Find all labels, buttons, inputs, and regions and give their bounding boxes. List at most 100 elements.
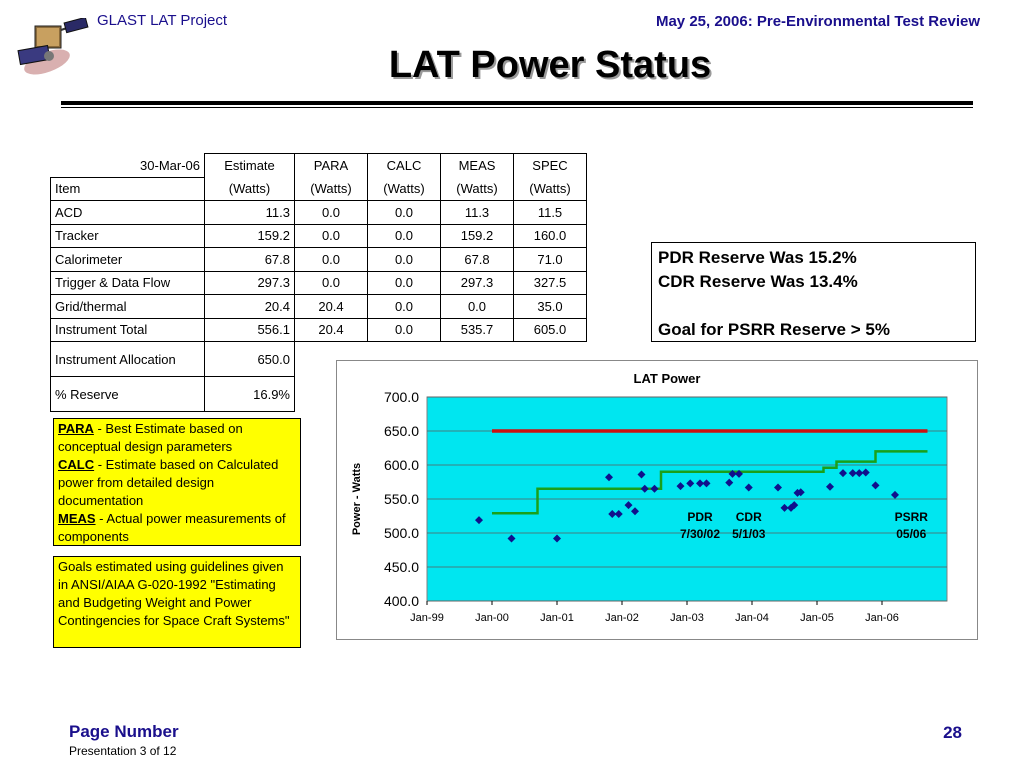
x-tick-label: Jan-01 (540, 612, 574, 624)
y-tick-label: 650.0 (384, 423, 419, 439)
meas-definition: - Actual power measurements of component… (58, 511, 286, 544)
row-item: Grid/thermal (50, 294, 205, 319)
y-tick-label: 450.0 (384, 559, 419, 575)
measurement-point (839, 469, 847, 478)
x-tick-label: Jan-05 (800, 612, 834, 624)
table-row: Grid/thermal 20.4 20.4 0.0 0.0 35.0 (50, 294, 587, 319)
table-row: Calorimeter 67.8 0.0 0.0 67.8 71.0 (50, 247, 587, 272)
measurement-point (686, 479, 695, 488)
row-meas: 11.3 (440, 200, 514, 225)
row-estimate: 11.3 (204, 200, 295, 225)
row-para: 0.0 (294, 224, 368, 248)
measurement-point (735, 469, 743, 478)
table-row-allocation: Instrument Allocation 650.0 (50, 341, 587, 377)
measurement-point (696, 479, 704, 488)
milestone-date: 7/30/02 (680, 527, 720, 541)
presentation-count: Presentation 3 of 12 (69, 744, 177, 758)
row-spec: 35.0 (513, 294, 587, 319)
measurement-point (744, 483, 753, 492)
y-tick-label: 400.0 (384, 593, 419, 609)
lat-power-chart: LAT Power 700.0 650.0 600.0 550.0 500.0 450.0 4… (336, 360, 978, 640)
guidelines-note: Goals estimated using guidelines given i… (53, 556, 301, 648)
table-row: ACD 11.3 0.0 0.0 11.3 11.5 (50, 200, 587, 225)
row-para: 0.0 (294, 247, 368, 272)
x-tick-label: Jan-04 (735, 612, 769, 624)
measurement-point (780, 503, 789, 512)
x-tick-label: Jan-99 (410, 612, 444, 624)
measurement-point (475, 516, 483, 525)
table-header-row: Item (Watts) (Watts) (Watts) (Watts) (Wa… (50, 176, 587, 201)
measurement-point (650, 484, 659, 493)
col-header-unit: (Watts) (440, 177, 514, 201)
row-estimate: 67.8 (204, 247, 295, 272)
allocation-value: 650.0 (204, 341, 295, 377)
row-item: Instrument Total (50, 318, 205, 342)
row-item: Trigger & Data Flow (50, 271, 205, 295)
col-header-top: SPEC (513, 153, 587, 177)
page-title: LAT Power Status (388, 44, 712, 86)
measurement-point (848, 469, 857, 478)
y-axis-label: Power - Watts (351, 463, 363, 535)
row-spec: 160.0 (513, 224, 587, 248)
row-meas: 535.7 (440, 318, 514, 342)
project-name: GLAST LAT Project (97, 12, 228, 29)
row-calc: 0.0 (367, 200, 441, 225)
milestone-label: CDR (736, 510, 762, 524)
measurement-point (796, 488, 805, 497)
measurement-point (605, 473, 613, 482)
meas-term: MEAS (58, 511, 96, 526)
event-date: May 25, 2006: Pre-Environmental Test Rev… (655, 13, 980, 30)
milestone-date: 5/1/03 (732, 527, 766, 541)
row-meas: 67.8 (440, 247, 514, 272)
measurement-point (614, 509, 623, 518)
measurement-point (728, 469, 737, 478)
row-item: Tracker (50, 224, 205, 248)
y-tick-label: 550.0 (384, 491, 419, 507)
table-row-reserve: % Reserve 16.9% (50, 376, 587, 412)
x-tick-label: Jan-06 (865, 612, 899, 624)
row-spec: 327.5 (513, 271, 587, 295)
row-calc: 0.0 (367, 294, 441, 319)
col-header-unit: (Watts) (513, 177, 587, 201)
row-item: ACD (50, 200, 205, 225)
y-tick-label: 500.0 (384, 525, 419, 541)
measurement-point (507, 534, 516, 543)
milestone-label: PSRR (895, 510, 929, 524)
measurement-point (640, 484, 649, 493)
col-header-top: CALC (367, 153, 441, 177)
reserve-value: 16.9% (204, 376, 295, 412)
y-tick-label: 700.0 (384, 389, 419, 405)
measurement-point (891, 490, 899, 499)
measurement-point (631, 507, 639, 516)
cdr-reserve: CDR Reserve Was 13.4% (658, 272, 858, 291)
estimate-step-line (492, 450, 928, 515)
milestone-label: PDR (687, 510, 713, 524)
row-estimate: 159.2 (204, 224, 295, 248)
row-estimate: 297.3 (204, 271, 295, 295)
measurement-point (624, 501, 633, 510)
measurement-point (725, 478, 734, 487)
col-header-top: Estimate (204, 153, 295, 177)
row-calc: 0.0 (367, 247, 441, 272)
table-row: Trigger & Data Flow 297.3 0.0 0.0 297.3 … (50, 271, 587, 295)
col-header-unit: (Watts) (367, 177, 441, 201)
measurement-point (790, 501, 799, 510)
para-definition: - Best Estimate based on conceptual desi… (58, 421, 243, 454)
table-header-row: 30-Mar-06 Estimate PARA CALC MEAS SPEC (51, 153, 587, 177)
table-row-total: Instrument Total 556.1 20.4 0.0 535.7 60… (50, 318, 587, 342)
row-para: 0.0 (294, 271, 368, 295)
row-estimate: 556.1 (204, 318, 295, 342)
measurement-point (826, 482, 834, 491)
allocation-label: Instrument Allocation (50, 341, 205, 377)
measurement-point (553, 534, 561, 543)
psrr-goal: Goal for PSRR Reserve > 5% (658, 320, 890, 339)
calc-definition: - Estimate based on Calculated power fro… (58, 457, 279, 508)
item-header: Item (50, 176, 205, 201)
x-tick-label: Jan-02 (605, 612, 639, 624)
row-estimate: 20.4 (204, 294, 295, 319)
pdr-reserve: PDR Reserve Was 15.2% (658, 248, 857, 267)
y-tick-label: 600.0 (384, 457, 419, 473)
chart-svg: LAT Power 700.0 650.0 600.0 550.0 500.0 450.0 4… (351, 371, 948, 624)
measurement-point (774, 483, 782, 492)
row-meas: 297.3 (440, 271, 514, 295)
